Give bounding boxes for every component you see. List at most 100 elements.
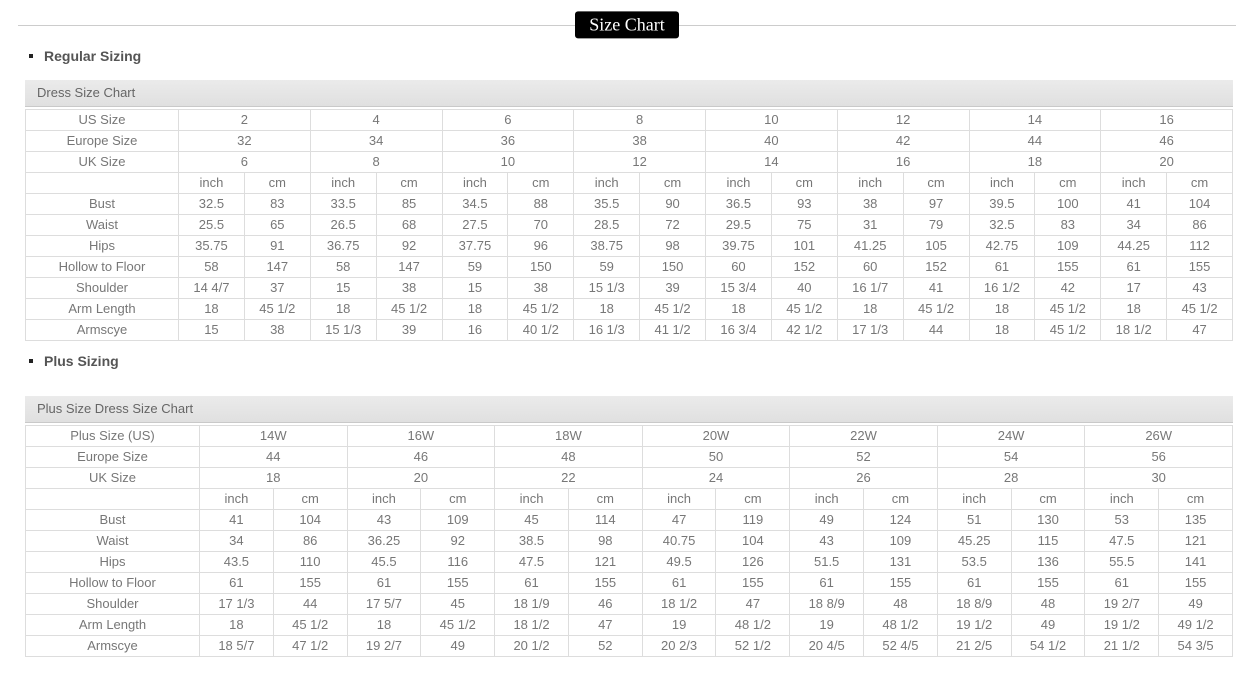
unit-cm-cell: cm [770,172,838,194]
cm-value-cell: 49 [1010,614,1086,636]
cm-value-cell: 40 [770,277,838,299]
cm-value-cell: 46 [567,593,643,615]
size-value-cell: 52 [789,446,938,468]
size-value-cell: 8 [309,151,443,173]
cm-value-cell: 155 [420,572,496,594]
inch-value-cell: 14 4/7 [178,277,245,299]
cm-value-cell: 155 [1166,256,1233,278]
inch-value-cell: 19 2/7 [1084,593,1160,615]
inch-value-cell: 18 5/7 [199,635,274,657]
inch-value-cell: 19 1/2 [1084,614,1160,636]
inch-value-cell: 15 [178,319,245,341]
cm-value-cell: 44 [902,319,970,341]
cm-value-cell: 83 [1034,214,1102,236]
cm-value-cell: 96 [507,235,575,257]
cm-value-cell: 47 1/2 [272,635,348,657]
cm-value-cell: 155 [1034,256,1102,278]
inch-value-cell: 15 1/3 [309,319,377,341]
cm-value-cell: 52 [567,635,643,657]
inch-value-cell: 61 [936,572,1012,594]
inch-value-cell: 26.5 [309,214,377,236]
unit-inch-cell: inch [346,488,422,510]
cm-value-cell: 112 [1166,235,1233,257]
inch-value-cell: 28.5 [573,214,641,236]
cm-value-cell: 39 [375,319,443,341]
cm-value-cell: 38 [375,277,443,299]
size-value-cell: 22W [789,425,938,447]
unit-inch-cell: inch [573,172,641,194]
size-value-cell: 54 [936,446,1086,468]
size-value-cell: 24 [641,467,791,489]
cm-value-cell: 88 [507,193,575,215]
row-label-cell: Shoulder [25,593,200,615]
row-label-cell: Arm Length [25,298,179,320]
inch-value-cell: 16 [441,319,509,341]
size-value-cell: 8 [573,109,706,131]
inch-value-cell: 18 1/2 [494,614,569,636]
cm-value-cell: 65 [243,214,311,236]
cm-value-cell: 104 [272,509,348,531]
cm-value-cell: 48 [1010,593,1086,615]
inch-value-cell: 29.5 [705,214,772,236]
cm-value-cell: 85 [375,193,443,215]
cm-value-cell: 141 [1158,551,1233,573]
size-row: UK Size 18 20 22 24 26 28 30 [25,467,1233,489]
inch-value-cell: 16 1/2 [968,277,1036,299]
row-label-cell: Bust [25,509,200,531]
inch-value-cell: 58 [309,256,377,278]
cm-value-cell: 42 [1034,277,1102,299]
cm-value-cell: 45 1/2 [420,614,496,636]
inch-value-cell: 18 [346,614,422,636]
inch-value-cell: 58 [178,256,245,278]
cm-value-cell: 49 1/2 [1158,614,1233,636]
unit-cm-cell: cm [375,172,443,194]
cm-value-cell: 45 1/2 [272,614,348,636]
unit-inch-cell: inch [1084,488,1160,510]
cm-value-cell: 68 [375,214,443,236]
cm-value-cell: 124 [863,509,938,531]
cm-value-cell: 155 [272,572,348,594]
cm-value-cell: 38 [243,319,311,341]
measure-row: Armscye 18 5/7 47 1/2 19 2/7 49 20 1/2 52 20 2/… [25,635,1233,657]
inch-value-cell: 42.75 [968,235,1036,257]
unit-cm-cell: cm [715,488,791,510]
inch-value-cell: 18 8/9 [789,593,865,615]
cm-value-cell: 48 1/2 [863,614,938,636]
unit-inch-cell: inch [936,488,1012,510]
cm-value-cell: 136 [1010,551,1086,573]
inch-value-cell: 32.5 [968,214,1036,236]
cm-value-cell: 130 [1010,509,1086,531]
size-row: Europe Size 32 34 36 38 40 42 44 46 [25,130,1233,152]
cm-value-cell: 98 [639,235,706,257]
inch-value-cell: 15 3/4 [705,277,772,299]
inch-value-cell: 18 [573,298,641,320]
cm-value-cell: 91 [243,235,311,257]
measure-row: Shoulder 14 4/7 37 15 38 15 38 15 1/3 39 15 3/4 40… [25,277,1233,299]
inch-value-cell: 61 [199,572,274,594]
cm-value-cell: 49 [1158,593,1233,615]
measure-row: Waist 25.5 65 26.5 68 27.5 70 28.5 72 29.5 75 31 79 3… [25,214,1233,236]
cm-value-cell: 47 [715,593,791,615]
plus-size-dress-size-chart-title: Plus Size Dress Size Chart [25,396,1233,423]
row-label-cell: US Size [25,109,179,131]
inch-value-cell: 18 [199,614,274,636]
unit-cm-cell: cm [1034,172,1102,194]
row-label-cell: Armscye [25,635,200,657]
size-value-cell: 20W [641,425,791,447]
measure-row: Arm Length 18 45 1/2 18 45 1/2 18 1/2 47 19 48 1… [25,614,1233,636]
cm-value-cell: 110 [272,551,348,573]
inch-value-cell: 60 [836,256,904,278]
cm-value-cell: 49 [420,635,496,657]
inch-value-cell: 38.5 [494,530,569,552]
cm-value-cell: 44 [272,593,348,615]
unit-inch-cell: inch [968,172,1036,194]
size-value-cell: 20 [1100,151,1233,173]
cm-value-cell: 40 1/2 [507,319,575,341]
unit-inch-cell: inch [1100,172,1168,194]
cm-value-cell: 147 [375,256,443,278]
cm-value-cell: 155 [715,572,791,594]
cm-value-cell: 75 [770,214,838,236]
measure-row: Bust 32.5 83 33.5 85 34.5 88 35.5 90 36.5 93 38 97 39… [25,193,1233,215]
cm-value-cell: 150 [507,256,575,278]
measure-row: Waist 34 86 36.25 92 38.5 98 40.75 104 43 109 45.25… [25,530,1233,552]
